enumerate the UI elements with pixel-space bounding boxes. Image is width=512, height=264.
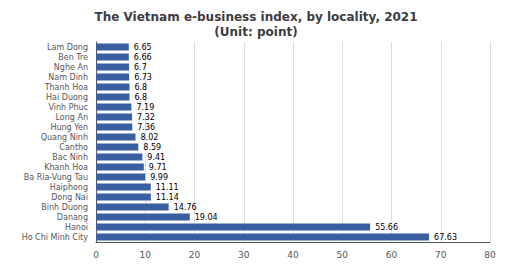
svg-text:Hai Duong: Hai Duong [46,93,88,102]
svg-text:Dong Nai: Dong Nai [51,193,88,202]
svg-text:Nghe An: Nghe An [54,63,88,72]
svg-text:6.8: 6.8 [134,83,147,92]
svg-text:Nam Dinh: Nam Dinh [48,73,88,82]
svg-text:Long An: Long An [56,113,88,122]
svg-text:Thanh Hoa: Thanh Hoa [44,83,88,92]
svg-text:Bac Ninh: Bac Ninh [52,153,88,162]
svg-text:19.04: 19.04 [195,213,218,222]
svg-text:20: 20 [189,250,201,260]
svg-text:6.8: 6.8 [134,93,147,102]
svg-text:Haiphong: Haiphong [50,183,88,192]
svg-text:9.99: 9.99 [150,173,168,182]
svg-text:55.66: 55.66 [375,223,398,232]
svg-text:Hanoi: Hanoi [65,223,88,232]
svg-text:80: 80 [484,250,496,260]
svg-text:Ho Chi Minh City: Ho Chi Minh City [22,233,89,242]
svg-text:Ba Ria-Vung Tau: Ba Ria-Vung Tau [24,173,88,182]
svg-text:11.11: 11.11 [156,183,179,192]
svg-text:30: 30 [238,250,250,260]
svg-text:Vinh Phuc: Vinh Phuc [48,103,88,112]
svg-text:9.41: 9.41 [147,153,165,162]
svg-text:Cantho: Cantho [59,143,88,152]
svg-text:Ben Tre: Ben Tre [58,53,88,62]
svg-text:7.36: 7.36 [137,123,155,132]
svg-text:Danang: Danang [57,213,88,222]
svg-text:9.71: 9.71 [149,163,167,172]
svg-text:6.66: 6.66 [134,53,152,62]
svg-text:Khanh Hoa: Khanh Hoa [44,163,88,172]
svg-text:Binh Duong: Binh Duong [41,203,88,212]
svg-text:67.63: 67.63 [434,233,457,242]
svg-text:40: 40 [287,250,299,260]
svg-text:60: 60 [386,250,398,260]
svg-text:Hung Yen: Hung Yen [50,123,88,132]
svg-text:8.02: 8.02 [140,133,158,142]
svg-text:7.32: 7.32 [137,113,155,122]
svg-text:70: 70 [435,250,447,260]
svg-text:6.65: 6.65 [134,43,152,52]
svg-text:8.59: 8.59 [143,143,161,152]
svg-text:14.76: 14.76 [174,203,197,212]
svg-text:0: 0 [93,250,99,260]
svg-text:11.14: 11.14 [156,193,179,202]
svg-text:6.73: 6.73 [134,73,152,82]
svg-text:Quang Ninh: Quang Ninh [41,133,88,142]
svg-text:Lam Dong: Lam Dong [47,43,88,52]
svg-text:The Vietnam e-business index,: The Vietnam e-business index, by localit… [94,10,417,24]
svg-text:50: 50 [337,250,349,260]
svg-text:6.7: 6.7 [134,63,147,72]
svg-text:(Unit: point): (Unit: point) [214,25,297,39]
svg-text:7.19: 7.19 [136,103,154,112]
svg-text:10: 10 [140,250,152,260]
